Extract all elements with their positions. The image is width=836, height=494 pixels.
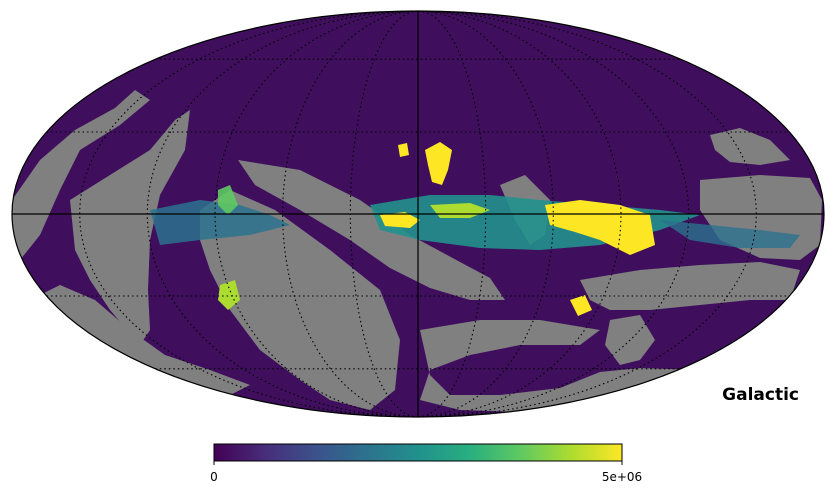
meridian-line	[282, 11, 419, 417]
mask-region-right-upper	[710, 128, 790, 165]
colorbar-max-label: 5e+06	[602, 470, 642, 484]
emission-lower-right	[570, 295, 592, 316]
meridian-line	[417, 11, 554, 417]
colorbar: 0 5e+06	[210, 443, 642, 484]
cygnus-spot	[398, 143, 409, 157]
emission-arc-left	[218, 185, 238, 215]
mask-region-lower-left-band	[30, 285, 250, 395]
emission-right-band	[660, 220, 800, 248]
main-axes	[12, 11, 824, 417]
map-boundary	[11, 10, 825, 418]
mask-region-left-lower	[70, 110, 190, 345]
plane-band-bright-left	[380, 212, 420, 228]
meridian-line	[79, 11, 419, 417]
colorbar-gradient	[213, 443, 623, 462]
mask-region-center-strip	[260, 240, 380, 352]
masked-regions	[12, 90, 822, 412]
mask-region-left-arc	[12, 90, 150, 260]
emission-arc-lower-left	[218, 280, 240, 310]
coord-system-label: Galactic	[722, 385, 799, 405]
colorbar-min-label: 0	[210, 470, 218, 484]
plane-band-left	[150, 200, 290, 245]
cygnus-region	[425, 142, 452, 185]
mask-region-center-wedge	[238, 160, 505, 300]
mask-region-right-mid	[580, 262, 800, 310]
